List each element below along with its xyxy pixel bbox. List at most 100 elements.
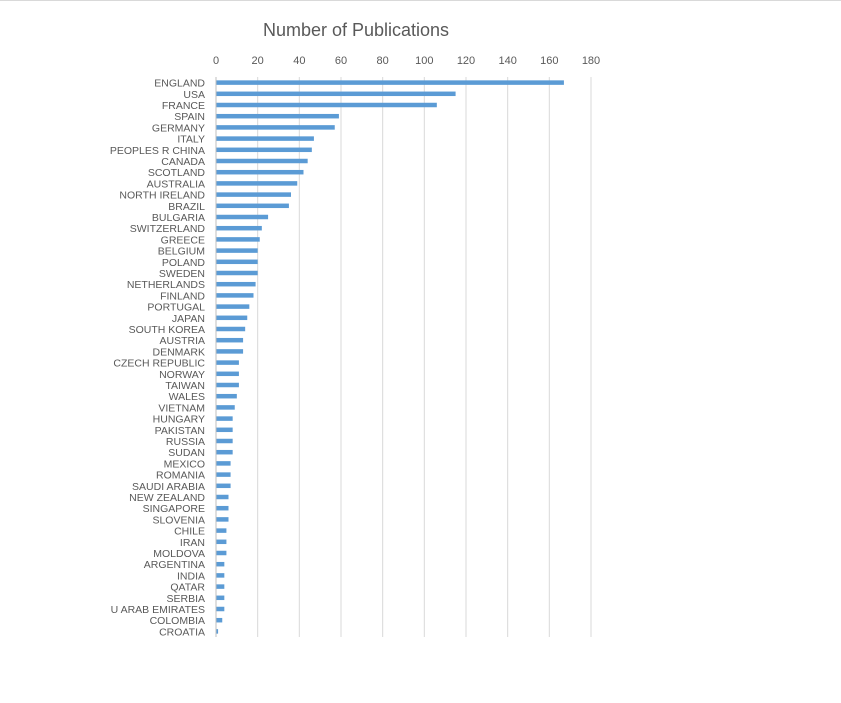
bar-scotland bbox=[216, 169, 304, 175]
category-label-singapore: SINGAPORE bbox=[143, 503, 205, 515]
bar-saudi-arabia bbox=[216, 483, 231, 489]
category-label-peoples-r-china: PEOPLES R CHINA bbox=[110, 145, 205, 157]
bar-chile bbox=[216, 528, 227, 533]
bar-south-korea bbox=[216, 326, 246, 332]
category-label-australia: AUSTRALIA bbox=[147, 178, 205, 190]
bar-netherlands bbox=[216, 281, 256, 287]
bar-czech-republic bbox=[216, 360, 239, 365]
bar-germany bbox=[216, 125, 335, 130]
x-tick-label-100: 100 bbox=[415, 55, 433, 67]
x-tick-label-0: 0 bbox=[213, 55, 219, 67]
category-label-romania: ROMANIA bbox=[156, 470, 205, 482]
category-label-vietnam: VIETNAM bbox=[158, 402, 205, 414]
bar-taiwan bbox=[216, 382, 239, 388]
bar-colombia bbox=[216, 617, 223, 623]
category-label-croatia: CROATIA bbox=[159, 626, 205, 638]
bar-finland bbox=[216, 293, 254, 298]
bar-sudan bbox=[216, 449, 233, 455]
bar-singapore bbox=[216, 505, 229, 511]
category-label-italy: ITALY bbox=[177, 134, 205, 146]
bar-italy bbox=[216, 136, 314, 141]
category-label-france: FRANCE bbox=[162, 100, 205, 112]
window-top-border bbox=[0, 0, 841, 1]
category-label-finland: FINLAND bbox=[160, 290, 205, 302]
bar-moldova bbox=[216, 550, 227, 556]
category-label-taiwan: TAIWAN bbox=[165, 380, 205, 392]
category-label-qatar: QATAR bbox=[170, 582, 205, 594]
bar-qatar bbox=[216, 584, 225, 589]
category-label-scotland: SCOTLAND bbox=[148, 167, 206, 179]
bar-australia bbox=[216, 181, 298, 186]
category-label-u-arab-emirates: U ARAB EMIRATES bbox=[111, 604, 205, 616]
bar-mexico bbox=[216, 461, 231, 466]
category-label-netherlands: NETHERLANDS bbox=[127, 279, 205, 291]
category-label-wales: WALES bbox=[169, 391, 205, 403]
bar-pakistan bbox=[216, 427, 233, 433]
bar-hungary bbox=[216, 416, 233, 421]
bar-argentina bbox=[216, 561, 225, 567]
category-label-brazil: BRAZIL bbox=[168, 201, 205, 213]
bar-romania bbox=[216, 472, 231, 477]
x-axis-tick-labels: 0 20 40 60 80 100 120 140 160 180 bbox=[213, 55, 600, 67]
bar-iran bbox=[216, 539, 227, 545]
category-label-sweden: SWEDEN bbox=[159, 268, 205, 280]
category-label-usa: USA bbox=[183, 89, 205, 101]
chart-title: Number of Publications bbox=[263, 20, 449, 40]
bar-serbia bbox=[216, 595, 225, 601]
category-label-india: INDIA bbox=[177, 570, 205, 582]
category-label-pakistan: PAKISTAN bbox=[155, 425, 205, 437]
category-label-hungary: HUNGARY bbox=[153, 414, 205, 426]
category-label-japan: JAPAN bbox=[172, 313, 205, 325]
bar-denmark bbox=[216, 349, 244, 354]
bar-portugal bbox=[216, 304, 250, 309]
category-label-colombia: COLOMBIA bbox=[150, 615, 205, 627]
bar-japan bbox=[216, 315, 248, 321]
bar-canada bbox=[216, 158, 308, 164]
category-label-chile: CHILE bbox=[174, 526, 205, 538]
bar-bulgaria bbox=[216, 214, 269, 220]
x-tick-label-20: 20 bbox=[252, 55, 264, 67]
category-label-north-ireland: NORTH IRELAND bbox=[119, 190, 205, 202]
x-tick-label-140: 140 bbox=[498, 55, 516, 67]
category-label-canada: CANADA bbox=[161, 156, 205, 168]
category-label-germany: GERMANY bbox=[152, 122, 205, 134]
x-tick-label-180: 180 bbox=[582, 55, 600, 67]
category-label-belgium: BELGIUM bbox=[158, 246, 205, 258]
bar-new-zealand bbox=[216, 494, 229, 500]
bars bbox=[216, 80, 564, 634]
bar-spain bbox=[216, 113, 339, 119]
bar-u-arab-emirates bbox=[216, 606, 225, 612]
bar-north-ireland bbox=[216, 192, 291, 197]
x-tick-label-40: 40 bbox=[293, 55, 305, 67]
category-label-bulgaria: BULGARIA bbox=[152, 212, 205, 224]
category-label-switzerland: SWITZERLAND bbox=[130, 223, 206, 235]
category-label-serbia: SERBIA bbox=[166, 593, 205, 605]
bar-poland bbox=[216, 259, 258, 265]
bar-sweden bbox=[216, 270, 258, 276]
x-tick-label-120: 120 bbox=[457, 55, 475, 67]
category-label-spain: SPAIN bbox=[174, 111, 205, 123]
bar-india bbox=[216, 573, 225, 578]
bar-wales bbox=[216, 393, 237, 399]
category-label-sudan: SUDAN bbox=[168, 447, 205, 459]
bar-brazil bbox=[216, 203, 289, 209]
bar-england bbox=[216, 80, 564, 85]
x-tick-label-80: 80 bbox=[377, 55, 389, 67]
bar-russia bbox=[216, 438, 233, 444]
bar-usa bbox=[216, 91, 456, 97]
category-label-austria: AUSTRIA bbox=[159, 335, 205, 347]
category-label-portugal: PORTUGAL bbox=[147, 302, 205, 314]
category-label-south-korea: SOUTH KOREA bbox=[129, 324, 205, 336]
category-label-poland: POLAND bbox=[162, 257, 206, 269]
bar-croatia bbox=[216, 629, 219, 634]
bar-greece bbox=[216, 237, 260, 242]
category-label-mexico: MEXICO bbox=[164, 458, 205, 470]
category-label-greece: GREECE bbox=[161, 234, 205, 246]
bar-switzerland bbox=[216, 225, 262, 231]
x-tick-label-160: 160 bbox=[540, 55, 558, 67]
category-label-russia: RUSSIA bbox=[166, 436, 205, 448]
bar-austria bbox=[216, 337, 244, 343]
category-label-saudi-arabia: SAUDI ARABIA bbox=[132, 481, 205, 493]
category-label-norway: NORWAY bbox=[159, 369, 205, 381]
